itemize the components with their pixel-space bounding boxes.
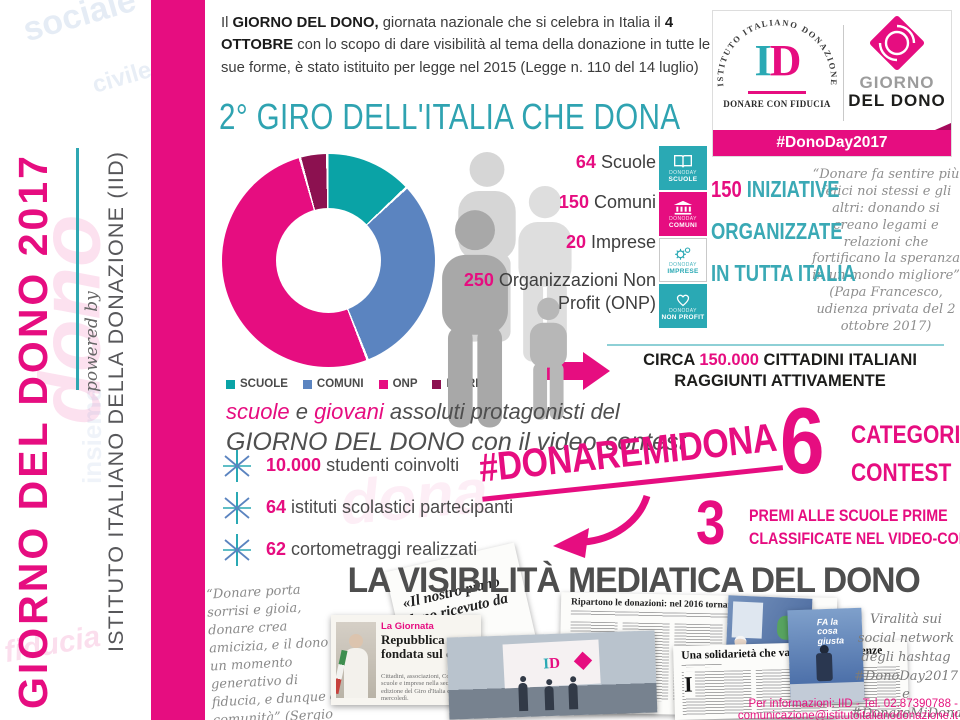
iid-logo-underline — [748, 91, 806, 94]
stat-onp: 250 Organizzazioni Non Profit (ONP) — [463, 270, 656, 313]
stat-imprese: 20 Imprese — [565, 232, 656, 252]
bank-icon — [673, 200, 693, 215]
tv-text-panel — [731, 601, 764, 639]
brand-del-dono: DEL DONO — [848, 91, 946, 110]
donut-chart — [222, 154, 435, 367]
tile-tag: DONODAY — [669, 307, 697, 314]
clipping-kicker: La Giornata — [381, 621, 434, 632]
powered-by-label: powered by — [82, 291, 102, 392]
legend-swatch — [378, 379, 388, 389]
contest-label-premi-1: PREMI ALLE SCUOLE PRIME — [749, 506, 948, 525]
legend-swatch — [302, 379, 312, 389]
hook-arrow-icon — [553, 494, 651, 558]
social-virality-note: Viralità sui social network degli hashta… — [851, 612, 960, 720]
contest-label-premi-2: CLASSIFICATE NEL VIDEO-CONTEST — [749, 529, 960, 548]
star-bullet-icon — [223, 450, 251, 482]
tile-scuole: DONODAY SCUOLE — [659, 146, 707, 190]
iid-motto: DONARE CON FIDUCIA — [723, 99, 831, 109]
iniziative-line: 150 INIZIATIVE — [711, 176, 840, 202]
watermark-word: sociale — [18, 0, 141, 50]
iniziative-line: IN TUTTA ITALIA — [711, 260, 856, 286]
tile-tag: DONODAY — [669, 215, 697, 222]
contest-number-6: 6 — [780, 388, 825, 493]
tile-tag: DONODAY — [669, 261, 697, 268]
tile-tag: DONODAY — [669, 169, 697, 176]
sidebar-divider-line — [76, 148, 79, 390]
legend-label: SCUOLE — [240, 378, 288, 390]
stat-scuole: 64 Scuole — [575, 152, 656, 172]
tv-host-body — [815, 652, 833, 682]
legend-label: COMUNI — [316, 378, 364, 390]
legend-item: ONP — [378, 378, 418, 390]
giorno-del-dono-diamond-icon — [869, 15, 925, 71]
brand-giorno: GIORNO — [859, 73, 935, 92]
protagonists-text: scuole e giovani assoluti protagonisti d… — [226, 399, 685, 457]
event-title-vertical: GIORNO DEL DONO 2017 — [10, 153, 56, 709]
iniziative-line: ORGANIZZATE — [711, 218, 843, 244]
page-title: 2° GIRO DELL'ITALIA CHE DONA — [219, 96, 681, 137]
watermark-word: civile — [89, 56, 155, 99]
donoday-hashtag-banner: #DonoDay2017 — [713, 123, 951, 156]
iid-logo: ID — [754, 36, 802, 85]
intro-paragraph: Il GIORNO DEL DONO, giornata nazionale c… — [221, 15, 711, 76]
tile-non-profit: DONODAY NON PROFIT — [659, 284, 707, 328]
magenta-side-bar — [151, 0, 205, 720]
tile-name: SCUOLE — [668, 175, 698, 183]
heart-icon — [676, 294, 690, 306]
tile-comuni: DONODAY COMUNI — [659, 192, 707, 236]
reach-statement: CIRCA 150.000 CITTADINI ITALIANI RAGGIUN… — [643, 351, 917, 391]
bullet-cortometraggi: 62 cortometraggi realizzati — [266, 539, 478, 559]
logo-card: ISTITUTO ITALIANO DONAZIONE ID DONARE CO… — [712, 10, 952, 157]
legend-swatch — [432, 379, 442, 389]
gears-icon — [675, 246, 691, 260]
quote-mattarella: “Donare porta sorrisi e gioia, donare cr… — [205, 582, 343, 720]
clipping-body: Cittadini, associazioni, Comuni, scuole … — [381, 673, 473, 703]
article-byline — [681, 663, 722, 668]
bullet-studenti: 10.000 studenti coinvolti — [266, 455, 460, 475]
tile-name: NON PROFIT — [661, 313, 705, 321]
tile-name: COMUNI — [668, 221, 698, 229]
star-bullet-icon — [223, 534, 251, 566]
quote-papa-francesco: “Donare fa sentire più felici noi stessi… — [812, 167, 960, 335]
legend-item: COMUNI — [302, 378, 364, 390]
tile-name: IMPRESE — [667, 267, 699, 275]
media-section-title: LA VISIBILITÀ MEDIATICA DEL DONO — [347, 561, 921, 600]
contest-label-contest: CONTEST — [851, 459, 952, 487]
legend-label: ONP — [392, 378, 418, 390]
legend-swatch — [226, 379, 235, 389]
footer-contact-info: Per informazioni: IID - Tel. 02.87390788… — [737, 698, 958, 720]
legend-item: SCUOLE — [226, 378, 288, 390]
iid-arc-text: ISTITUTO ITALIANO DONAZIONE — [715, 17, 838, 87]
tile-imprese: DONODAY IMPRESE — [659, 238, 707, 282]
diamond-icon — [573, 651, 593, 671]
pope-photo — [336, 622, 376, 698]
iniziative-block: 150 INIZIATIVE ORGANIZZATE IN TUTTA ITAL… — [711, 176, 892, 302]
stat-comuni: 150 Comuni — [558, 192, 656, 212]
horizontal-rule — [607, 344, 944, 346]
person-silhouette — [518, 682, 529, 712]
protagonists-line2: GIORNO DEL DONO con il video-contest — [226, 428, 686, 456]
pope-figure — [344, 648, 368, 698]
star-bullet-icon — [223, 492, 251, 524]
organization-name-vertical: ISTITUTO ITALIANO DELLA DONAZIONE (IID) — [104, 150, 128, 652]
contest-number-3: 3 — [696, 489, 726, 558]
donoday-tiles: DONODAY SCUOLE DONODAY COMUNI DONODAY IM… — [659, 146, 707, 330]
contest-label-categorie: CATEGORIE — [851, 421, 960, 449]
bullet-istituti: 64 istituti scolastici partecipanti — [266, 497, 514, 517]
protagonists-line1: scuole e giovani assoluti protagonisti d… — [226, 399, 620, 424]
book-icon — [674, 154, 692, 167]
logo-divider — [843, 25, 844, 121]
pope-head — [349, 634, 363, 648]
drop-cap: I — [683, 671, 695, 698]
